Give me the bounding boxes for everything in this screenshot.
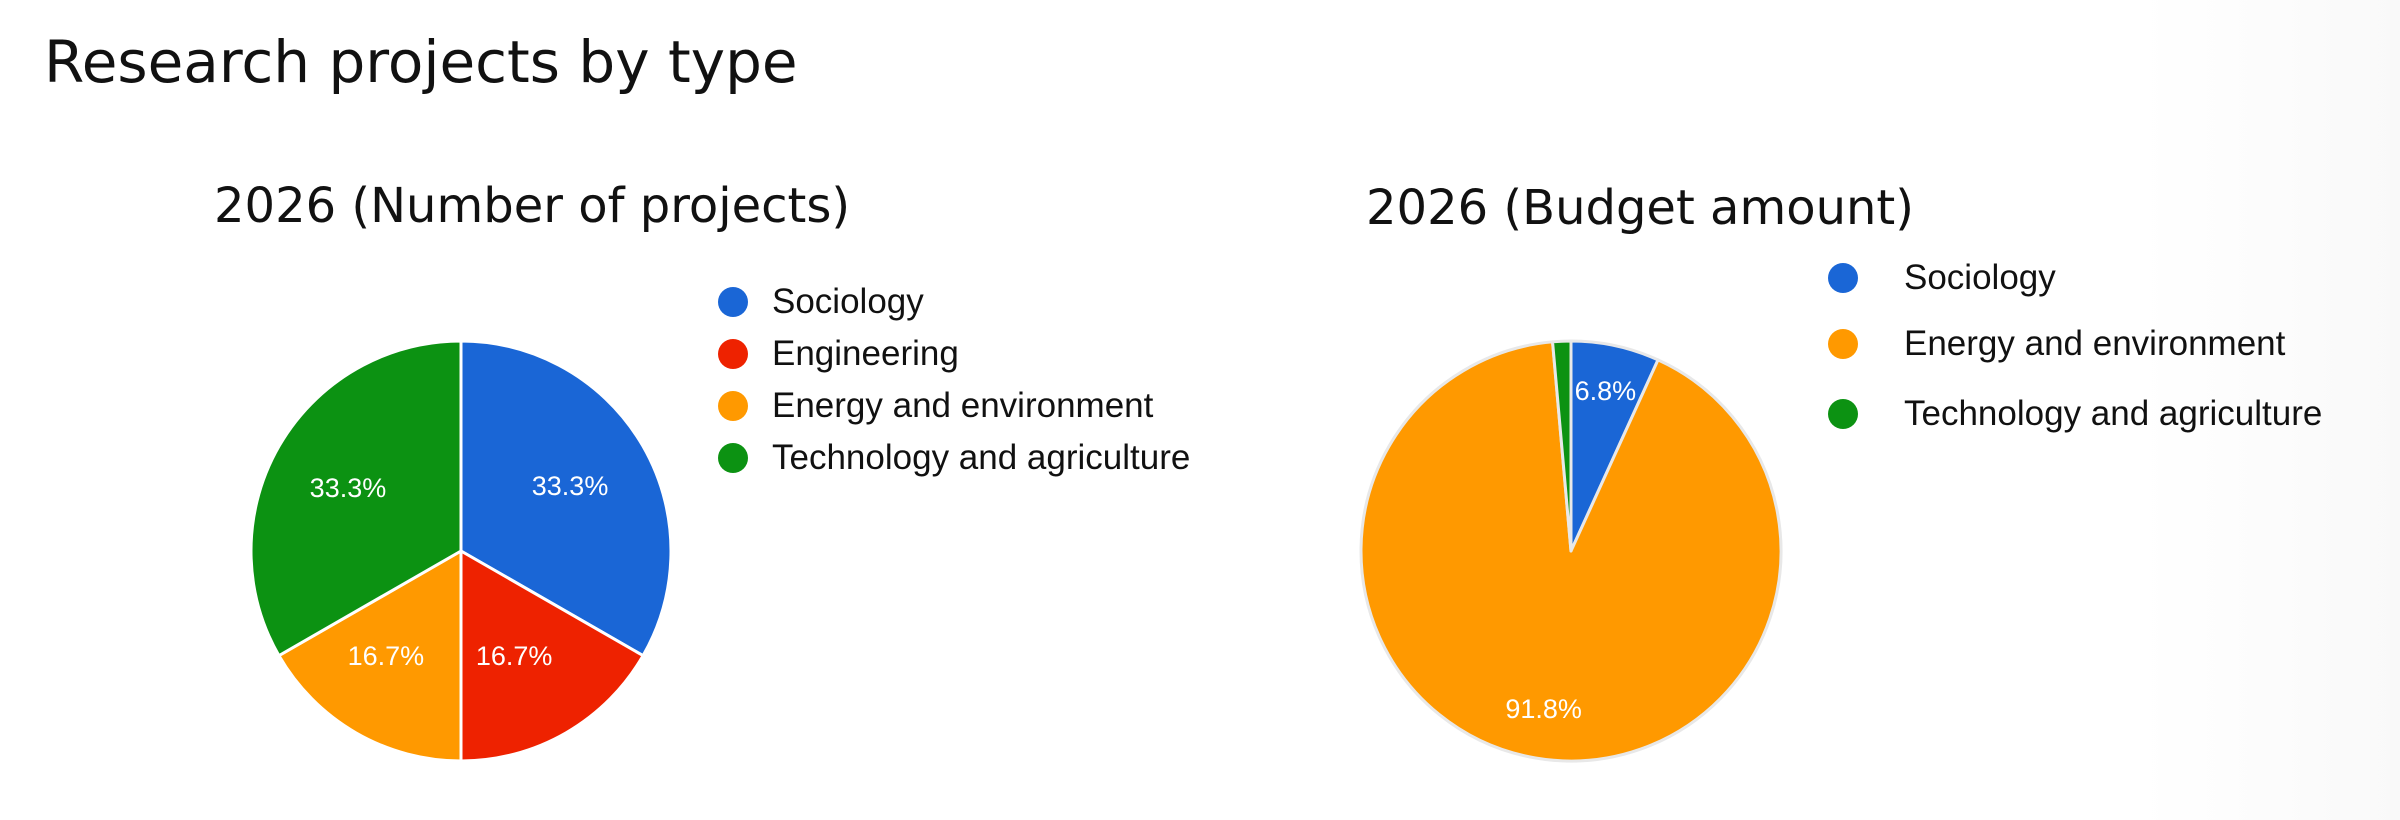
legend-dot-technology-and-agriculture bbox=[718, 443, 748, 473]
slice-label-energy-and-environment: 91.8% bbox=[1505, 694, 1582, 724]
legend-dot-energy-and-environment bbox=[718, 391, 748, 421]
legend-label-technology-and-agriculture: Technology and agriculture bbox=[772, 438, 1191, 477]
slice-label-sociology: 6.8% bbox=[1575, 376, 1637, 406]
slice-label-technology-and-agriculture: 33.3% bbox=[310, 473, 387, 503]
legend-dot-sociology bbox=[718, 287, 748, 317]
legend-label-energy-and-environment-budget: Energy and environment bbox=[1904, 324, 2286, 363]
page-title: Research projects by type bbox=[44, 28, 798, 96]
pie-chart-budget-amount: 6.8% 91.8% bbox=[1359, 339, 1783, 763]
pie-slice-engineering[interactable] bbox=[459, 549, 645, 763]
background-shade bbox=[2140, 0, 2400, 820]
slice-labels: 33.3% 16.7% 16.7% 33.3% bbox=[310, 471, 609, 671]
chart-title-number-of-projects: 2026 (Number of projects) bbox=[214, 178, 851, 234]
legend-label-sociology: Sociology bbox=[772, 282, 924, 321]
legend-label-technology-and-agriculture-budget: Technology and agriculture bbox=[1904, 394, 2323, 433]
legend-item-technology-and-agriculture-budget[interactable]: Technology and agriculture bbox=[1828, 394, 2322, 434]
legend-item-engineering[interactable]: Engineering bbox=[718, 334, 959, 374]
slice-labels: 6.8% 91.8% bbox=[1505, 376, 1636, 724]
pie-slice-technology-and-agriculture[interactable] bbox=[249, 339, 463, 658]
legend-dot-technology-and-agriculture-budget bbox=[1828, 399, 1858, 429]
legend-dot-sociology-budget bbox=[1828, 263, 1858, 293]
slice-label-energy-and-environment: 16.7% bbox=[348, 641, 425, 671]
legend-dot-engineering bbox=[718, 339, 748, 369]
legend-item-sociology[interactable]: Sociology bbox=[718, 282, 924, 322]
legend-budget-amount: Sociology Energy and environment Technol… bbox=[1828, 258, 2388, 458]
slice-label-sociology: 33.3% bbox=[532, 471, 609, 501]
pie-slice-technology-and-agriculture[interactable] bbox=[1551, 339, 1573, 553]
legend-dot-energy-and-environment-budget bbox=[1828, 329, 1858, 359]
chart-title-budget-amount: 2026 (Budget amount) bbox=[1366, 180, 1914, 236]
legend-label-engineering: Engineering bbox=[772, 334, 959, 373]
pie-slice-sociology[interactable] bbox=[459, 339, 673, 658]
legend-item-energy-and-environment[interactable]: Energy and environment bbox=[718, 386, 1153, 426]
legend-item-energy-and-environment-budget[interactable]: Energy and environment bbox=[1828, 324, 2285, 364]
legend-label-energy-and-environment: Energy and environment bbox=[772, 386, 1154, 425]
pie-chart-number-of-projects: 33.3% 16.7% 16.7% 33.3% bbox=[249, 339, 673, 763]
legend-number-of-projects: Sociology Engineering Energy and environ… bbox=[718, 282, 1278, 502]
legend-item-sociology-budget[interactable]: Sociology bbox=[1828, 258, 2056, 298]
legend-label-sociology-budget: Sociology bbox=[1904, 258, 2056, 297]
legend-item-technology-and-agriculture[interactable]: Technology and agriculture bbox=[718, 438, 1190, 478]
slice-label-engineering: 16.7% bbox=[476, 641, 553, 671]
pie-slice-energy-and-environment[interactable] bbox=[277, 549, 463, 763]
